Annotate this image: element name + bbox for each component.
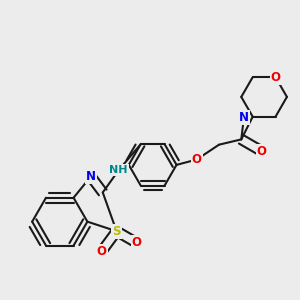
Text: NH: NH — [110, 165, 128, 175]
Text: S: S — [112, 225, 121, 238]
Text: N: N — [86, 170, 96, 183]
Text: O: O — [192, 153, 202, 166]
Text: O: O — [97, 245, 107, 258]
Text: N: N — [239, 111, 249, 124]
Text: O: O — [271, 71, 281, 84]
Text: O: O — [256, 145, 266, 158]
Text: O: O — [132, 236, 142, 249]
